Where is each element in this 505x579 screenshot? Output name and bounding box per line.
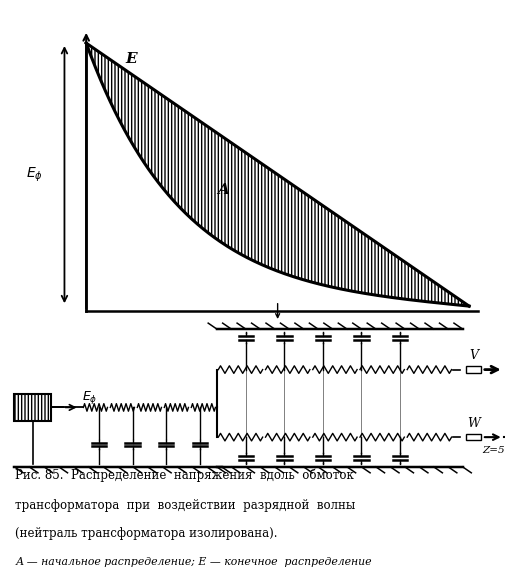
Bar — [15, 394, 51, 421]
Text: трансформатора  при  воздействии  разрядной  волны: трансформатора при воздействии разрядной… — [15, 499, 355, 512]
Text: $E_{\phi}$: $E_{\phi}$ — [82, 389, 97, 406]
Text: (нейтраль трансформатора изолирована).: (нейтраль трансформатора изолирована). — [15, 527, 277, 540]
Text: Рис. 85.  Распределение  напряжения  вдоль  обмоток: Рис. 85. Распределение напряжения вдоль … — [15, 469, 353, 482]
Text: $E_{\phi}$: $E_{\phi}$ — [26, 166, 42, 184]
Text: E: E — [125, 52, 137, 66]
Text: A: A — [216, 184, 228, 197]
Bar — [465, 367, 480, 373]
Bar — [465, 434, 480, 441]
Text: W: W — [466, 416, 479, 430]
Text: А — начальное распределение; Е — конечное  распределение: А — начальное распределение; Е — конечно… — [15, 557, 371, 567]
Text: Z=500ом: Z=500ом — [481, 446, 505, 455]
Text: V: V — [468, 349, 477, 362]
